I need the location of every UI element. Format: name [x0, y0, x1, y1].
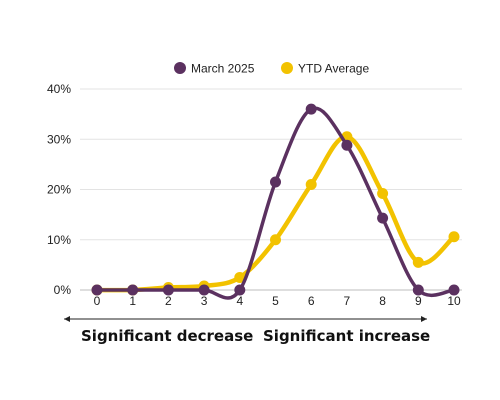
- x-tick-label: 0: [94, 294, 101, 308]
- scale-arrow-left-head: [64, 316, 70, 322]
- x-tick-label: 4: [236, 294, 243, 308]
- data-point-march-2025: [198, 284, 210, 296]
- data-point-ytd-average: [377, 188, 389, 200]
- legend-marker-ytd-average: [281, 62, 293, 74]
- scale-arrow-right-head: [421, 316, 427, 322]
- x-tick-label: 10: [447, 294, 461, 308]
- x-tick-label: 3: [201, 294, 208, 308]
- scale-label-left: Significant decrease: [81, 327, 253, 345]
- y-axis-ticks: 0% 10% 20% 30% 40%: [47, 82, 71, 297]
- series-line-ytd-average: [94, 134, 457, 293]
- data-point-ytd-average: [270, 234, 281, 246]
- data-point-ytd-average: [234, 271, 246, 283]
- data-point-march-2025: [412, 284, 424, 296]
- y-tick-label: 10%: [47, 233, 71, 247]
- y-tick-label: 40%: [47, 82, 71, 96]
- x-axis-ticks: 0 1 2 3 4 5 6 7 8 9 10: [94, 294, 461, 308]
- scale-label-right: Significant increase: [263, 327, 430, 345]
- x-tick-label: 9: [415, 294, 422, 308]
- series-march-2025: [91, 103, 460, 300]
- series-line-march-2025: [95, 106, 456, 300]
- data-point-ytd-average: [412, 256, 424, 268]
- data-point-ytd-average: [448, 231, 460, 243]
- series-layer: [91, 103, 460, 300]
- data-point-march-2025: [377, 212, 389, 224]
- data-point-march-2025: [341, 139, 353, 151]
- data-point-march-2025: [127, 284, 139, 296]
- data-point-march-2025: [162, 284, 174, 296]
- data-point-ytd-average: [305, 178, 317, 190]
- x-tick-label: 8: [379, 294, 386, 308]
- data-point-march-2025: [305, 103, 317, 115]
- x-tick-label: 6: [308, 294, 315, 308]
- x-tick-label: 1: [129, 294, 136, 308]
- x-tick-label: 7: [344, 294, 351, 308]
- data-point-march-2025: [270, 176, 281, 188]
- x-tick-label: 2: [165, 294, 172, 308]
- data-point-march-2025: [234, 284, 246, 296]
- scale-arrow: [64, 316, 427, 322]
- y-tick-label: 0%: [54, 283, 72, 297]
- data-point-march-2025: [448, 284, 460, 296]
- legend: March 2025 YTD Average: [174, 62, 369, 76]
- legend-marker-march-2025: [174, 62, 186, 74]
- data-point-march-2025: [91, 284, 103, 296]
- y-tick-label: 20%: [47, 183, 71, 197]
- legend-label-ytd-average: YTD Average: [298, 62, 369, 76]
- y-tick-label: 30%: [47, 132, 71, 146]
- x-tick-label: 5: [272, 294, 279, 308]
- legend-label-march-2025: March 2025: [191, 62, 255, 76]
